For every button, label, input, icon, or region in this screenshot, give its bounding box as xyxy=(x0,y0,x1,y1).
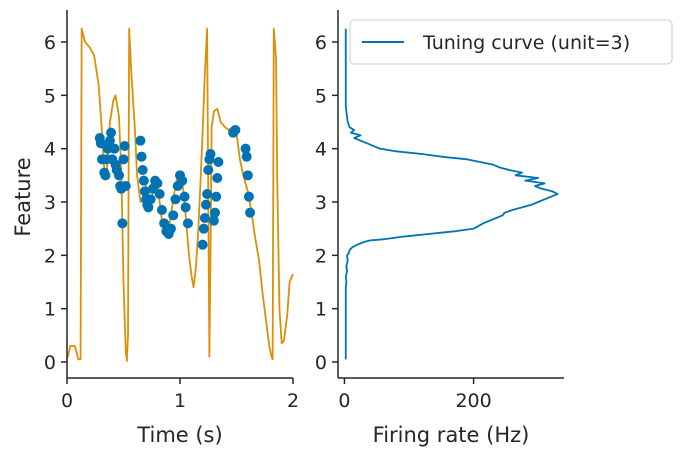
spike-point xyxy=(240,143,251,154)
spike-point xyxy=(212,173,223,183)
right-subplot: 0 1 2 3 4 5 6 0 200 Firing rate (Hz) Tuning cur… xyxy=(315,10,673,447)
spike-point xyxy=(182,218,193,229)
y-tick-label: 0 xyxy=(315,352,327,374)
spike-point xyxy=(106,127,117,138)
y-tick-label: 0 xyxy=(44,352,56,374)
spike-point xyxy=(241,151,252,162)
spike-point xyxy=(230,125,241,135)
spike-point xyxy=(208,215,219,226)
spike-point xyxy=(120,181,131,191)
y-tick-label: 3 xyxy=(315,192,327,214)
spike-point xyxy=(118,154,129,165)
spike-point xyxy=(100,170,111,181)
x-tick-label: 1 xyxy=(174,390,186,412)
spike-point xyxy=(199,213,210,223)
legend: Tuning curve (unit=3) xyxy=(349,19,673,65)
y-tick-label: 1 xyxy=(44,299,56,321)
spike-point xyxy=(95,138,106,149)
legend-label: Tuning curve (unit=3) xyxy=(422,32,630,54)
tuning-curve-line xyxy=(344,28,559,360)
spike-point xyxy=(119,141,130,151)
x-tick-label: 2 xyxy=(287,390,299,412)
spike-point xyxy=(168,210,179,221)
y-tick-label: 6 xyxy=(315,32,327,54)
right-y-ticks: 0 1 2 3 4 5 6 xyxy=(315,32,338,374)
spike-point xyxy=(213,157,224,167)
spike-point xyxy=(104,135,115,146)
spike-point xyxy=(179,191,190,202)
spike-point xyxy=(203,165,214,175)
spike-point xyxy=(245,207,256,218)
y-tick-label: 4 xyxy=(315,139,327,161)
left-subplot: 0 1 2 3 4 5 6 0 1 2 Time (s) Feature xyxy=(11,10,299,447)
right-x-ticks: 0 200 xyxy=(338,378,492,412)
legend-frame xyxy=(349,19,673,65)
spike-point xyxy=(143,202,154,213)
spike-point xyxy=(156,205,167,215)
left-plot-area xyxy=(66,27,294,362)
right-x-axis-label: Firing rate (Hz) xyxy=(373,423,530,447)
spike-point xyxy=(197,239,208,250)
y-tick-label: 2 xyxy=(315,245,327,267)
y-tick-label: 4 xyxy=(44,139,56,161)
y-tick-label: 5 xyxy=(315,85,327,107)
spike-point xyxy=(242,170,253,181)
left-y-ticks: 0 1 2 3 4 5 6 xyxy=(44,32,67,374)
spike-point xyxy=(154,189,165,199)
spike-point xyxy=(170,194,181,205)
spike-point xyxy=(136,151,147,162)
left-x-axis-label: Time (s) xyxy=(136,423,222,447)
spike-point xyxy=(165,223,176,234)
spike-point xyxy=(117,218,128,229)
spike-point xyxy=(109,143,120,154)
spike-point xyxy=(180,202,191,213)
spike-point xyxy=(137,165,148,175)
spike-point xyxy=(152,178,163,189)
y-tick-label: 5 xyxy=(44,85,56,107)
spike-point xyxy=(138,175,149,186)
x-tick-label: 0 xyxy=(338,390,350,412)
spike-point xyxy=(198,223,209,234)
spike-point xyxy=(211,191,222,202)
spike-point xyxy=(139,186,150,197)
spike-point xyxy=(135,135,146,146)
spike-point xyxy=(145,194,156,205)
spike-point xyxy=(202,189,213,199)
spike-point xyxy=(210,207,221,218)
y-tick-label: 2 xyxy=(44,245,56,267)
spike-point xyxy=(113,170,124,181)
left-x-ticks: 0 1 2 xyxy=(61,378,299,412)
x-tick-label: 200 xyxy=(455,390,491,412)
x-tick-label: 0 xyxy=(61,390,73,412)
spike-point xyxy=(205,149,216,159)
spike-point xyxy=(159,218,170,229)
y-tick-label: 3 xyxy=(44,192,56,214)
spike-point xyxy=(243,191,254,202)
spike-point xyxy=(177,175,188,186)
y-tick-label: 1 xyxy=(315,299,327,321)
left-y-axis-label: Feature xyxy=(11,157,35,236)
y-tick-label: 6 xyxy=(44,32,56,54)
spike-point xyxy=(200,199,211,210)
right-plot-area xyxy=(344,28,559,360)
